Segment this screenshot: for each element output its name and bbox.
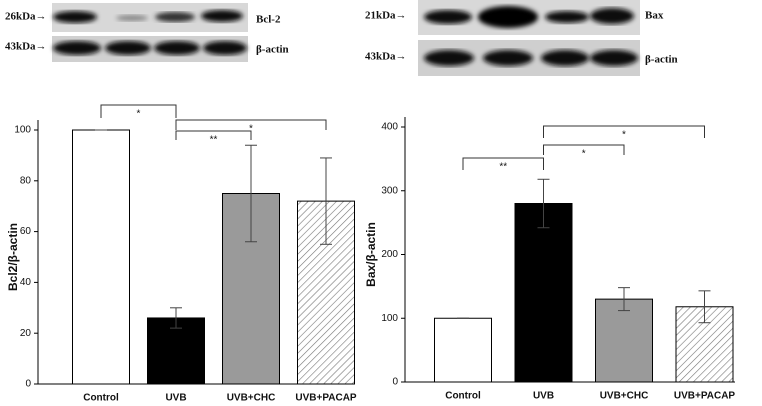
blot-protein: Bcl-2 bbox=[256, 14, 281, 26]
blot-image bbox=[52, 3, 248, 62]
significance-label: * bbox=[249, 124, 253, 135]
x-tick-label: Control bbox=[445, 391, 481, 402]
blot-marker: 26kDa→ bbox=[5, 11, 47, 23]
x-tick-label: UVB+CHC bbox=[600, 391, 649, 402]
significance-bracket bbox=[175, 119, 327, 130]
significance-label: ** bbox=[499, 162, 507, 173]
blot-marker: 43kDa→ bbox=[5, 41, 47, 53]
significance-label: * bbox=[137, 109, 141, 120]
y-tick-label: 400 bbox=[381, 122, 398, 133]
blot-protein: Bax bbox=[645, 10, 664, 22]
significance-bracket bbox=[175, 130, 252, 140]
significance-label: ** bbox=[210, 135, 218, 146]
blot-protein: β-actin bbox=[256, 44, 289, 56]
significance-label: * bbox=[582, 149, 586, 160]
x-tick-label: Control bbox=[83, 393, 119, 404]
bar bbox=[72, 129, 130, 385]
y-tick-label: 300 bbox=[381, 185, 398, 196]
y-tick-label: 100 bbox=[381, 313, 398, 324]
y-tick-label: 20 bbox=[20, 328, 32, 339]
y-tick-label: 100 bbox=[14, 125, 31, 136]
significance-label: * bbox=[622, 130, 626, 141]
y-tick-label: 0 bbox=[392, 377, 398, 388]
blot-marker: 43kDa→ bbox=[365, 51, 407, 63]
significance-bracket bbox=[100, 104, 177, 118]
y-tick-label: 0 bbox=[25, 379, 31, 390]
bar bbox=[514, 203, 573, 383]
y-tick-label: 60 bbox=[20, 226, 32, 237]
y-tick-label: 200 bbox=[381, 249, 398, 260]
x-tick-label: UVB+PACAP bbox=[295, 393, 357, 404]
y-tick-label: 40 bbox=[20, 277, 32, 288]
significance-bracket bbox=[462, 157, 544, 170]
bar bbox=[147, 317, 205, 385]
blot-marker: 21kDa→ bbox=[365, 10, 407, 22]
x-tick-label: UVB+CHC bbox=[227, 393, 276, 404]
significance-bracket bbox=[543, 144, 625, 155]
blot-image bbox=[418, 0, 640, 76]
significance-bracket bbox=[543, 125, 705, 138]
y-axis-label: Bcl2/β-actin bbox=[6, 223, 20, 291]
y-axis-label: Bax/β-actin bbox=[364, 222, 378, 287]
bar bbox=[595, 298, 653, 383]
x-tick-label: UVB+PACAP bbox=[674, 391, 736, 402]
blot-protein: β-actin bbox=[645, 54, 678, 66]
y-tick-label: 80 bbox=[20, 175, 32, 186]
x-tick-label: UVB bbox=[165, 393, 186, 404]
x-tick-label: UVB bbox=[533, 391, 554, 402]
bar bbox=[434, 317, 492, 383]
